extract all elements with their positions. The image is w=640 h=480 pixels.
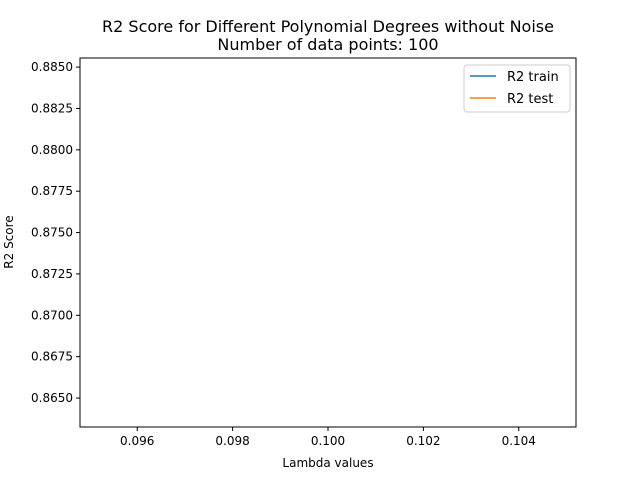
y-tick-label: 0.8650	[31, 391, 73, 405]
chart-title: R2 Score for Different Polynomial Degree…	[102, 17, 554, 36]
x-tick-label: 0.104	[502, 434, 536, 448]
y-tick-label: 0.8700	[31, 308, 73, 322]
y-tick-label: 0.8800	[31, 143, 73, 157]
x-tick-label: 0.096	[120, 434, 154, 448]
y-tick-label: 0.8725	[31, 267, 73, 281]
x-tick-label: 0.100	[311, 434, 345, 448]
y-tick-label: 0.8825	[31, 101, 73, 115]
legend-label-r2-train: R2 train	[507, 70, 559, 85]
plot-area-frame	[79, 57, 577, 428]
x-axis-label: Lambda values	[282, 456, 373, 470]
legend-label-r2-test: R2 test	[507, 92, 553, 107]
y-tick-label: 0.8775	[31, 184, 73, 198]
y-tick-label: 0.8750	[31, 226, 73, 240]
y-tick-label: 0.8850	[31, 60, 73, 74]
y-axis-label: R2 Score	[2, 215, 16, 268]
x-tick-label: 0.098	[215, 434, 249, 448]
x-tick-label: 0.102	[406, 434, 440, 448]
y-tick-label: 0.8675	[31, 350, 73, 364]
legend: R2 train R2 test	[463, 64, 571, 113]
axis-ticks: 0.096 0.098 0.100 0.102 0.104 0.8650 0.8675 0.8…	[31, 60, 536, 448]
chart-subtitle: Number of data points: 100	[217, 35, 438, 54]
